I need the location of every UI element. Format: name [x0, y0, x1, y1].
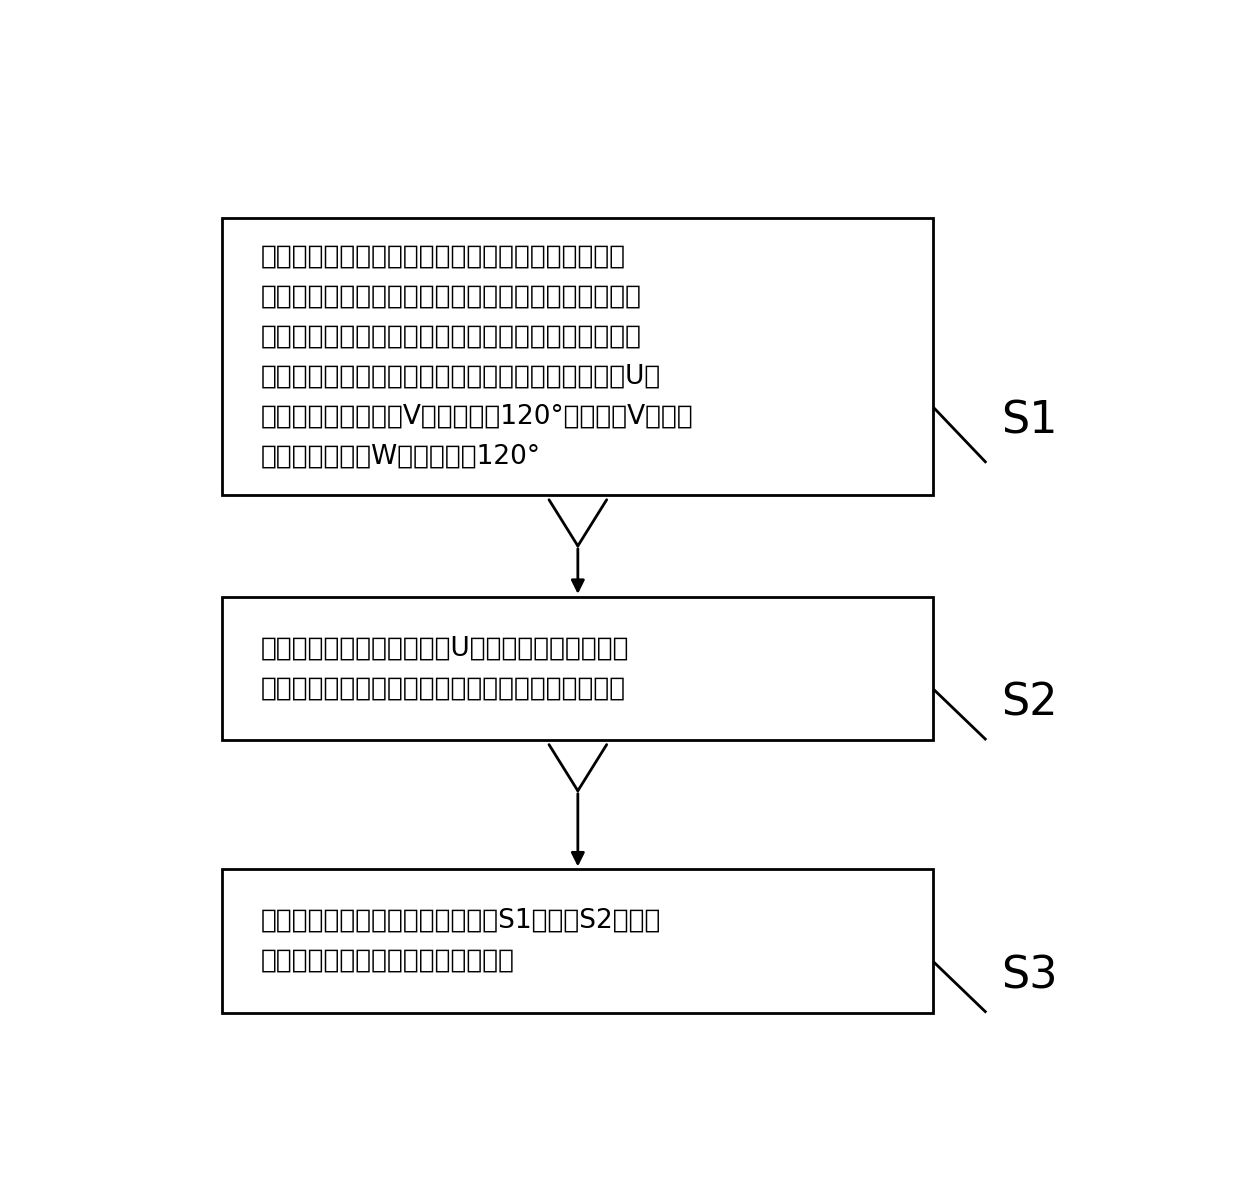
Bar — [222, 596, 934, 740]
Bar — [222, 869, 934, 1013]
Text: 标定电机电角度旋转正方向并与编码器旋转正方向一
致：以望远镜的转台顺时针旋转方向为正方向，该正方
向为编码器旋转正方向，同时也为电机电角度旋转正方
向；当电机以: 标定电机电角度旋转正方向并与编码器旋转正方向一 致：以望远镜的转台顺时针旋转方向… — [260, 244, 693, 469]
Text: S2: S2 — [1001, 682, 1058, 725]
Text: S3: S3 — [1001, 954, 1058, 997]
Bar — [222, 218, 934, 496]
Text: S1: S1 — [1001, 400, 1058, 443]
Text: 对每个分段电机分别顺序进行步骤S1和步骤S2，使得
每个分段电机的出力大小和方向一致: 对每个分段电机分别顺序进行步骤S1和步骤S2，使得 每个分段电机的出力大小和方向… — [260, 908, 661, 974]
Text: 电机电角度标定：将电机的U相反电动势过零点位置
再加上四分之一电角度周期标定为电机的电角度零点: 电机电角度标定：将电机的U相反电动势过零点位置 再加上四分之一电角度周期标定为电… — [260, 635, 629, 701]
